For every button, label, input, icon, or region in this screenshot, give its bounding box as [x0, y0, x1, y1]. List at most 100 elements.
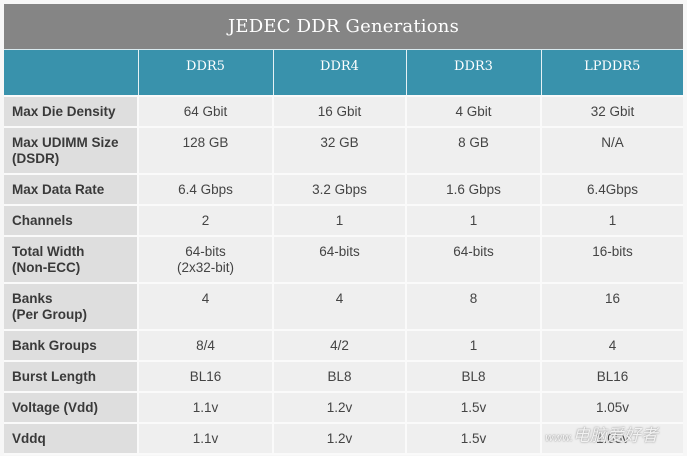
- cell-value: (2x32-bit): [176, 259, 235, 275]
- cell-value: 8: [469, 290, 478, 306]
- cell-value: 1.5v: [460, 430, 487, 446]
- cell-value: 1.05v: [595, 399, 630, 415]
- row-label: Max Data Rate: [4, 172, 139, 206]
- header-ddr5: DDR5: [137, 49, 273, 96]
- row-label-line: Vddq: [12, 430, 46, 446]
- row-label: Burst Length: [4, 359, 139, 393]
- table-cell: BL16: [540, 359, 683, 393]
- cell-value: BL16: [189, 368, 222, 384]
- table-cell: 1.05v: [540, 421, 683, 455]
- header-corner: [4, 49, 138, 96]
- cell-value: 32 GB: [320, 134, 359, 150]
- table-cell: 64-bits (2x32-bit): [137, 234, 274, 284]
- table-row: Max UDIMM Size (DSDR) 128 GB 32 GB 8 GB N/A: [4, 125, 683, 175]
- table-cell: 1: [540, 203, 683, 237]
- row-label-line: Max Data Rate: [12, 181, 105, 197]
- cell-value: 4: [201, 290, 210, 306]
- cell-value: 1.6 Gbps: [446, 181, 501, 197]
- table-cell: 1.1v: [137, 390, 274, 424]
- table-cell: BL8: [405, 359, 542, 393]
- row-label-line: (Non-ECC): [12, 259, 81, 275]
- cell-value: 1: [469, 337, 478, 353]
- cell-value: BL8: [461, 368, 486, 384]
- cell-value: 16 Gbit: [317, 103, 362, 119]
- table-row: Voltage (Vdd) 1.1v 1.2v 1.5v 1.05v: [4, 390, 683, 424]
- table-cell: 64 Gbit: [137, 94, 274, 128]
- cell-value: 1.2v: [326, 430, 353, 446]
- cell-value: 1.5v: [460, 399, 487, 415]
- table-title: JEDEC DDR Generations: [4, 4, 683, 49]
- row-label: Total Width (Non-ECC): [4, 234, 139, 284]
- row-label: Banks (Per Group): [4, 281, 139, 331]
- comparison-table-container: JEDEC DDR Generations DDR5 DDR4 DDR3 LPD…: [4, 4, 683, 455]
- table-cell: 2: [137, 203, 274, 237]
- table-row: Total Width (Non-ECC) 64-bits (2x32-bit) 64-…: [4, 234, 683, 284]
- cell-value: 6.4Gbps: [586, 181, 639, 197]
- header-lpddr5: LPDDR5: [540, 49, 683, 96]
- row-label-line: (Per Group): [12, 306, 88, 322]
- table-cell: BL8: [272, 359, 407, 393]
- table-cell: 32 Gbit: [540, 94, 683, 128]
- table-cell: 1.05v: [540, 390, 683, 424]
- row-label-line: Voltage (Vdd): [12, 399, 98, 415]
- cell-value: 1.05v: [595, 430, 630, 446]
- row-label: Bank Groups: [4, 328, 139, 362]
- cell-value: 4: [608, 337, 617, 353]
- table-cell: 1.1v: [137, 421, 274, 455]
- table-cell: 6.4Gbps: [540, 172, 683, 206]
- table-cell: 128 GB: [137, 125, 274, 175]
- cell-value: 1: [335, 212, 344, 228]
- table-row: Bank Groups 8/4 4/2 1 4: [4, 328, 683, 362]
- table-cell: 1: [272, 203, 407, 237]
- table-row: Banks (Per Group) 4 4 8 16: [4, 281, 683, 331]
- cell-value: 8/4: [196, 337, 215, 353]
- table-row: Channels 2 1 1 1: [4, 203, 683, 237]
- cell-value: 16-bits: [592, 243, 633, 259]
- table-cell: 32 GB: [272, 125, 407, 175]
- cell-value: 1: [608, 212, 617, 228]
- row-label: Vddq: [4, 421, 139, 455]
- table-cell: 1.5v: [405, 390, 542, 424]
- table-cell: 1.2v: [272, 390, 407, 424]
- table-cell: 1.2v: [272, 421, 407, 455]
- cell-value: 128 GB: [182, 134, 229, 150]
- row-label-line: Burst Length: [12, 368, 96, 384]
- table-cell: 8/4: [137, 328, 274, 362]
- table-cell: 6.4 Gbps: [137, 172, 274, 206]
- table-cell: 1.5v: [405, 421, 542, 455]
- cell-value: 64-bits: [185, 243, 226, 259]
- row-label-line: Total Width: [12, 243, 85, 259]
- table-cell: 16: [540, 281, 683, 331]
- row-label-line: Max UDIMM Size: [12, 134, 119, 150]
- table-cell: 1.6 Gbps: [405, 172, 542, 206]
- cell-value: 4: [335, 290, 344, 306]
- row-label-line: Banks: [12, 290, 53, 306]
- cell-value: 1.1v: [192, 430, 219, 446]
- cell-value: 64 Gbit: [183, 103, 228, 119]
- table-cell: 64-bits: [405, 234, 542, 284]
- table-cell: 4/2: [272, 328, 407, 362]
- table-cell: 4 Gbit: [405, 94, 542, 128]
- cell-value: 16: [604, 290, 621, 306]
- cell-value: BL8: [327, 368, 352, 384]
- cell-value: 1: [469, 212, 478, 228]
- header-ddr4: DDR4: [272, 49, 406, 96]
- cell-value: 4 Gbit: [455, 103, 492, 119]
- table-cell: 1: [405, 203, 542, 237]
- cell-value: 1.2v: [326, 399, 353, 415]
- table-cell: BL16: [137, 359, 274, 393]
- row-label: Max Die Density: [4, 94, 139, 128]
- cell-value: 3.2 Gbps: [312, 181, 367, 197]
- table-row: Vddq 1.1v 1.2v 1.5v 1.05v: [4, 421, 683, 455]
- header-row: DDR5 DDR4 DDR3 LPDDR5: [4, 49, 683, 96]
- table-cell: 4: [540, 328, 683, 362]
- table-cell: 8: [405, 281, 542, 331]
- cell-value: 8 GB: [458, 134, 489, 150]
- row-label: Voltage (Vdd): [4, 390, 139, 424]
- row-label: Channels: [4, 203, 139, 237]
- cell-value: BL16: [596, 368, 629, 384]
- cell-value: 6.4 Gbps: [178, 181, 233, 197]
- table-row: Max Die Density 64 Gbit 16 Gbit 4 Gbit 32 Gb…: [4, 94, 683, 128]
- cell-value: 2: [201, 212, 210, 228]
- cell-value: 32 Gbit: [590, 103, 635, 119]
